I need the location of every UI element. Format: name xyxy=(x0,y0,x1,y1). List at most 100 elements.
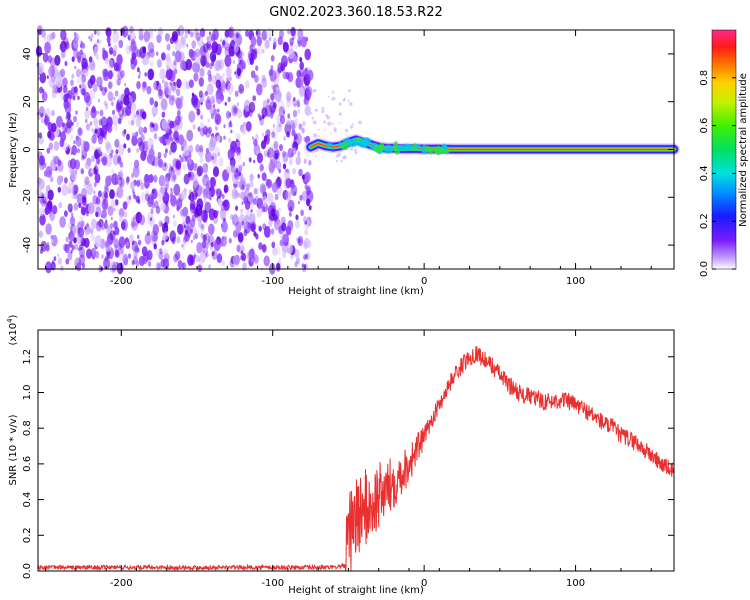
noise-speckle xyxy=(267,149,271,155)
noise-speckle xyxy=(190,218,196,228)
noise-speckle xyxy=(221,220,228,233)
noise-speckle xyxy=(38,132,43,139)
noise-speckle xyxy=(43,36,47,42)
noise-speckle xyxy=(160,98,168,111)
noise-speckle xyxy=(211,33,216,42)
noise-speckle xyxy=(131,220,135,228)
noise-speckle xyxy=(294,118,299,127)
noise-speckle xyxy=(182,206,189,217)
noise-speckle xyxy=(331,122,335,125)
noise-speckle xyxy=(318,135,321,138)
noise-speckle xyxy=(128,195,132,200)
noise-speckle xyxy=(162,248,169,259)
noise-speckle xyxy=(55,76,63,88)
noise-speckle xyxy=(113,113,116,119)
noise-speckle xyxy=(190,239,193,244)
signal-blob xyxy=(355,137,361,142)
noise-speckle xyxy=(83,91,91,103)
noise-speckle xyxy=(84,69,89,77)
noise-speckle xyxy=(96,76,103,88)
noise-speckle xyxy=(101,209,107,219)
noise-speckle xyxy=(210,113,215,120)
noise-speckle xyxy=(168,94,173,101)
noise-speckle xyxy=(67,203,73,213)
noise-speckle xyxy=(170,187,173,192)
noise-speckle xyxy=(148,261,152,267)
noise-speckle xyxy=(232,255,240,267)
spectrogram-y-axis-label: Frequency (Hz) xyxy=(8,112,19,188)
noise-speckle xyxy=(261,172,267,182)
noise-speckle xyxy=(71,56,75,63)
noise-speckle xyxy=(232,220,235,226)
noise-speckle xyxy=(89,121,93,126)
noise-speckle xyxy=(64,210,68,218)
noise-speckle xyxy=(216,253,223,264)
y-tick-label: 0.0 xyxy=(22,563,33,579)
noise-speckle xyxy=(305,186,311,196)
noise-speckle xyxy=(261,244,267,253)
noise-speckle xyxy=(266,98,270,104)
noise-speckle xyxy=(39,86,43,94)
noise-speckle xyxy=(250,223,256,233)
snr-y-multiplier: (x104) xyxy=(6,314,19,345)
noise-speckle xyxy=(270,65,274,70)
noise-speckle xyxy=(175,137,180,144)
noise-speckle xyxy=(164,215,170,225)
noise-speckle xyxy=(255,187,260,195)
noise-speckle xyxy=(75,110,78,115)
noise-speckle xyxy=(303,68,309,78)
noise-speckle xyxy=(266,102,269,107)
noise-speckle xyxy=(65,146,70,155)
noise-speckle xyxy=(305,36,309,42)
noise-speckle xyxy=(110,97,114,103)
noise-speckle xyxy=(279,115,286,125)
noise-speckle xyxy=(303,158,307,164)
y-tick-label: 1.2 xyxy=(22,349,33,365)
noise-speckle xyxy=(218,59,225,70)
noise-speckle xyxy=(163,87,169,96)
noise-speckle xyxy=(111,149,114,154)
signal-blob xyxy=(424,145,431,153)
noise-speckle xyxy=(111,101,114,107)
noise-speckle xyxy=(316,109,319,112)
noise-speckle xyxy=(236,67,242,76)
noise-speckle xyxy=(211,155,214,160)
noise-speckle xyxy=(270,228,275,235)
noise-speckle xyxy=(305,198,311,207)
noise-speckle xyxy=(113,124,118,132)
noise-speckle xyxy=(133,194,137,200)
noise-speckle xyxy=(304,105,311,116)
noise-speckle xyxy=(286,168,289,173)
noise-speckle xyxy=(164,81,169,89)
noise-speckle xyxy=(152,232,159,242)
noise-speckle xyxy=(195,144,201,153)
noise-speckle xyxy=(273,140,279,150)
noise-speckle xyxy=(262,100,268,109)
noise-speckle xyxy=(60,68,66,78)
noise-speckle xyxy=(225,66,232,78)
noise-speckle xyxy=(219,208,227,220)
noise-speckle xyxy=(116,63,121,72)
noise-speckle xyxy=(116,78,121,86)
noise-speckle xyxy=(100,221,106,231)
noise-speckle xyxy=(241,252,247,262)
noise-speckle xyxy=(226,165,231,174)
noise-speckle xyxy=(158,187,165,199)
noise-speckle xyxy=(60,265,64,272)
noise-speckle xyxy=(279,144,283,152)
noise-speckle xyxy=(152,224,159,236)
noise-speckle xyxy=(88,35,91,40)
noise-speckle xyxy=(286,243,293,255)
noise-speckle xyxy=(223,135,226,140)
noise-speckle xyxy=(180,60,186,71)
noise-speckle xyxy=(75,136,82,147)
noise-speckle xyxy=(117,144,125,156)
spectrogram-noise-region xyxy=(35,25,362,275)
noise-speckle xyxy=(62,122,65,128)
noise-speckle xyxy=(139,108,145,118)
noise-speckle xyxy=(71,73,75,79)
noise-speckle xyxy=(274,193,279,201)
noise-speckle xyxy=(253,138,258,147)
noise-speckle xyxy=(57,159,62,167)
noise-speckle xyxy=(285,225,292,236)
